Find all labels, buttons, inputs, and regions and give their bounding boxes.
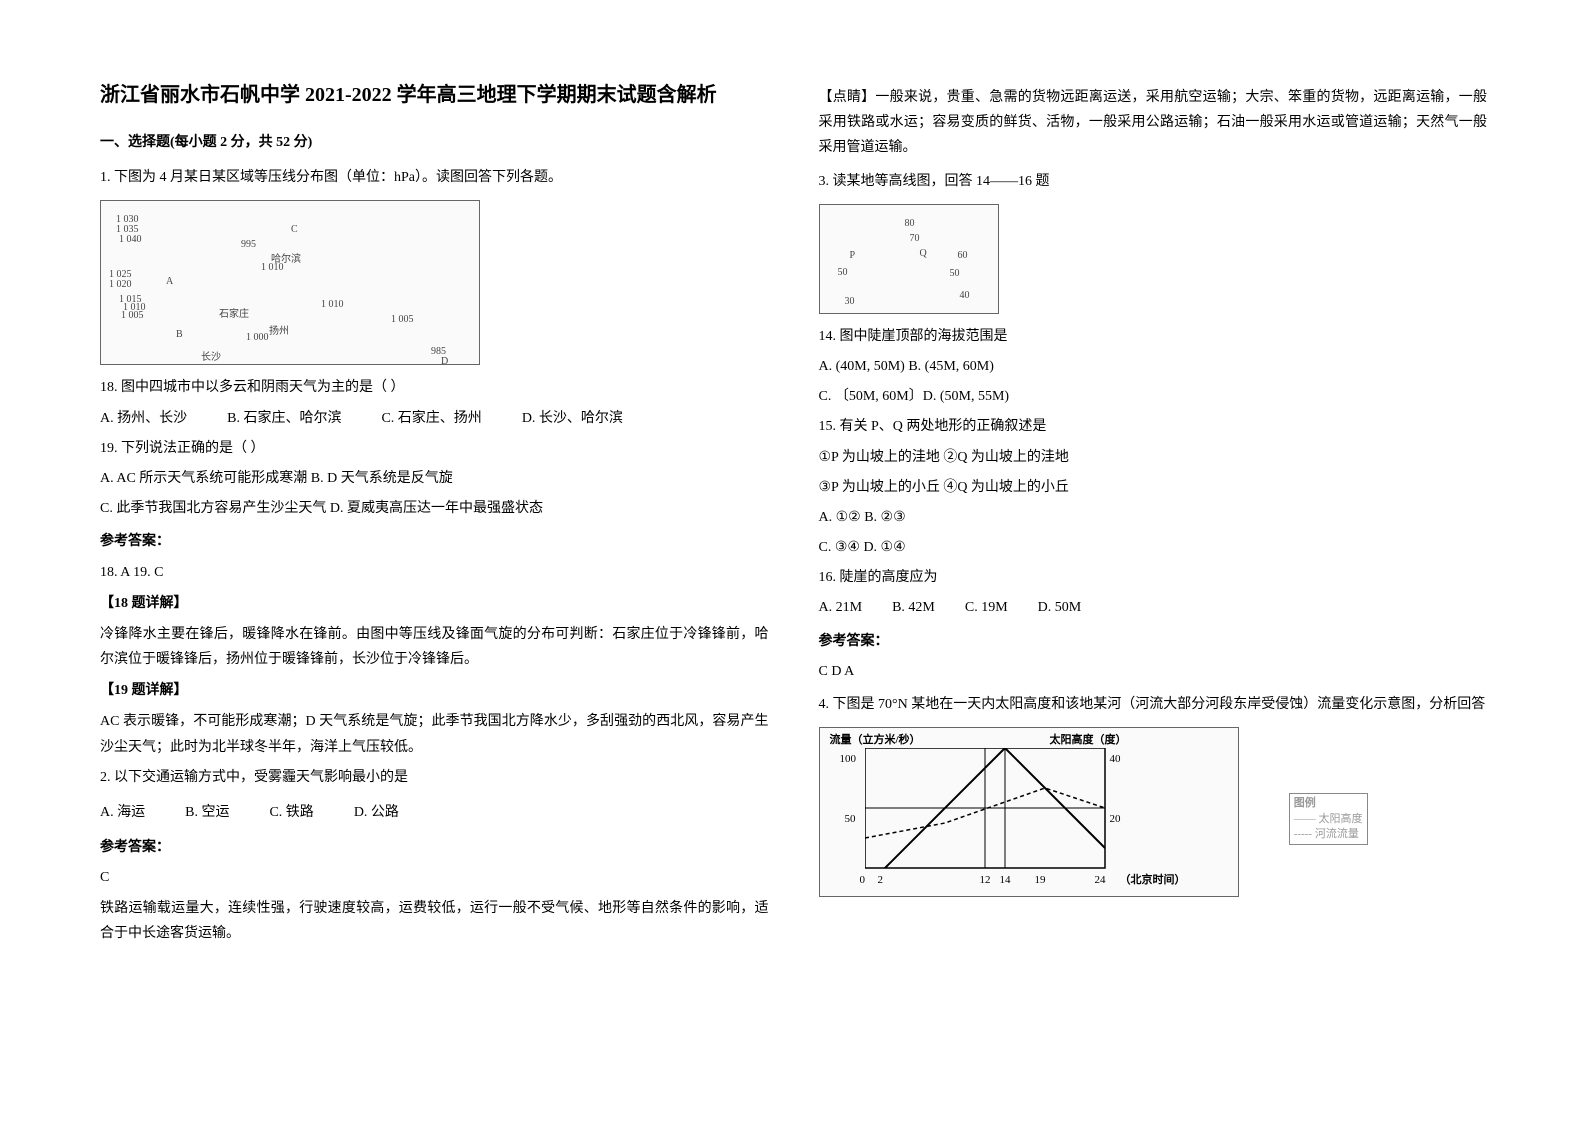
label: 石家庄 — [219, 306, 249, 324]
opt-d: D. 长沙、哈尔滨 — [522, 406, 623, 431]
exp19-text: AC 表示暖锋，不可能形成寒潮；D 天气系统是气旋；此季节我国北方降水少，多刮强… — [100, 709, 769, 759]
legend-flow: ----- 河流流量 — [1294, 827, 1363, 842]
contour-50: 50 — [950, 265, 960, 283]
q2-answer: C — [100, 865, 769, 890]
label: C — [291, 221, 298, 239]
q14: 14. 图中陡崖顶部的海拔范围是 — [819, 324, 1488, 349]
label: 长沙 — [201, 349, 221, 367]
sun-flow-chart: 流量（立方米/秒） 太阳高度（度） 100 50 40 20 0 2 12 14… — [819, 727, 1239, 897]
answer-header: 参考答案： — [100, 835, 769, 860]
q19-ab: A. AC 所示天气系统可能形成寒潮 B. D 天气系统是反气旋 — [100, 466, 769, 491]
contour-30: 30 — [845, 293, 855, 311]
label: D — [441, 353, 448, 371]
opt-b: B. 石家庄、哈尔滨 — [227, 406, 341, 431]
opt-b: B. 空运 — [185, 800, 229, 825]
answer-header: 参考答案： — [819, 629, 1488, 654]
q15-ab: A. ①② B. ②③ — [819, 505, 1488, 530]
label: 1 005 — [121, 307, 144, 325]
opt-a: A. 21M — [819, 595, 863, 620]
q3-answer: C D A — [819, 659, 1488, 684]
chart-legend: 图例 —— 太阳高度 ----- 河流流量 — [1289, 793, 1368, 845]
opt-c: C. 石家庄、扬州 — [381, 406, 481, 431]
q2-exp: 铁路运输载运量大，连续性强，行驶速度较高，运费较低，运行一般不受气候、地形等自然… — [100, 896, 769, 946]
chart-svg — [865, 748, 1115, 878]
q15-12: ①P 为山坡上的洼地 ②Q 为山坡上的洼地 — [819, 445, 1488, 470]
exp18-text: 冷锋降水主要在锋后，暖锋降水在锋前。由图中等压线及锋面气旋的分布可判断：石家庄位… — [100, 622, 769, 672]
label: 1 040 — [119, 231, 142, 249]
label: 995 — [241, 236, 256, 254]
contour-70: 70 — [910, 230, 920, 248]
legend-title: 图例 — [1294, 796, 1363, 811]
q15: 15. 有关 P、Q 两处地形的正确叙述是 — [819, 414, 1488, 439]
opt-a: A. 海运 — [100, 800, 145, 825]
label: 1 010 — [321, 296, 344, 314]
x-label: （北京时间） — [1120, 871, 1186, 891]
q3-intro: 3. 读某地等高线图，回答 14——16 题 — [819, 169, 1488, 194]
contour-Q: Q — [920, 245, 927, 263]
q2-text: 2. 以下交通运输方式中，受雾霾天气影响最小的是 — [100, 765, 769, 790]
contour-60: 60 — [958, 247, 968, 265]
contour-map: 80 70 P Q 60 50 50 40 30 — [819, 204, 999, 314]
exp18-header: 【18 题详解】 — [100, 591, 769, 616]
q19-cd: C. 此季节我国北方容易产生沙尘天气 D. 夏威夷高压达一年中最强盛状态 — [100, 496, 769, 521]
label: 1 000 — [246, 329, 269, 347]
yl-50: 50 — [845, 810, 856, 830]
exp19-header: 【19 题详解】 — [100, 678, 769, 703]
right-column: 【点睛】一般来说，贵重、急需的货物远距离运送，采用航空运输；大宗、笨重的货物，远… — [819, 80, 1488, 1042]
q15-cd: C. ③④ D. ①④ — [819, 535, 1488, 560]
q1-intro: 1. 下图为 4 月某日某区域等压线分布图（单位：hPa）。读图回答下列各题。 — [100, 165, 769, 190]
label: B — [176, 326, 183, 344]
opt-a: A. 扬州、长沙 — [100, 406, 187, 431]
contour-P: P — [850, 247, 856, 265]
q15-34: ③P 为山坡上的小丘 ④Q 为山坡上的小丘 — [819, 475, 1488, 500]
opt-d: D. 公路 — [354, 800, 399, 825]
legend-sun: —— 太阳高度 — [1294, 812, 1363, 827]
opt-c: C. 铁路 — [269, 800, 313, 825]
q16-options: A. 21M B. 42M C. 19M D. 50M — [819, 595, 1488, 620]
opt-d: D. 50M — [1038, 595, 1082, 620]
q14-cd: C. 〔50M, 60M〕D. (50M, 55M) — [819, 384, 1488, 409]
document-title: 浙江省丽水市石帆中学 2021-2022 学年高三地理下学期期末试题含解析 — [100, 80, 769, 110]
yl-100: 100 — [840, 750, 857, 770]
q2-options: A. 海运 B. 空运 C. 铁路 D. 公路 — [100, 800, 769, 825]
q4-intro: 4. 下图是 70°N 某地在一天内太阳高度和该地某河（河流大部分河段东岸受侵蚀… — [819, 692, 1488, 717]
label: 1 010 — [261, 259, 284, 277]
opt-b: B. 42M — [892, 595, 935, 620]
label: A — [166, 273, 173, 291]
q19: 19. 下列说法正确的是（ ） — [100, 436, 769, 461]
q18: 18. 图中四城市中以多云和阴雨天气为主的是（ ） — [100, 375, 769, 400]
q1-answer: 18. A 19. C — [100, 560, 769, 585]
label: 1 005 — [391, 311, 414, 329]
q14-ab: A. (40M, 50M) B. (45M, 60M) — [819, 354, 1488, 379]
isobar-map: 1 030 1 035 1 040 995 C 哈尔滨 1 025 1 020 … — [100, 200, 480, 365]
label: 扬州 — [269, 323, 289, 341]
section-header: 一、选择题(每小题 2 分，共 52 分) — [100, 130, 769, 155]
tip-text: 【点睛】一般来说，贵重、急需的货物远距离运送，采用航空运输；大宗、笨重的货物，远… — [819, 85, 1488, 161]
opt-c: C. 19M — [965, 595, 1008, 620]
answer-header: 参考答案： — [100, 529, 769, 554]
contour-50: 50 — [838, 264, 848, 282]
contour-40: 40 — [960, 287, 970, 305]
left-column: 浙江省丽水市石帆中学 2021-2022 学年高三地理下学期期末试题含解析 一、… — [100, 80, 769, 1042]
q18-options: A. 扬州、长沙 B. 石家庄、哈尔滨 C. 石家庄、扬州 D. 长沙、哈尔滨 — [100, 406, 769, 431]
q16: 16. 陡崖的高度应为 — [819, 565, 1488, 590]
